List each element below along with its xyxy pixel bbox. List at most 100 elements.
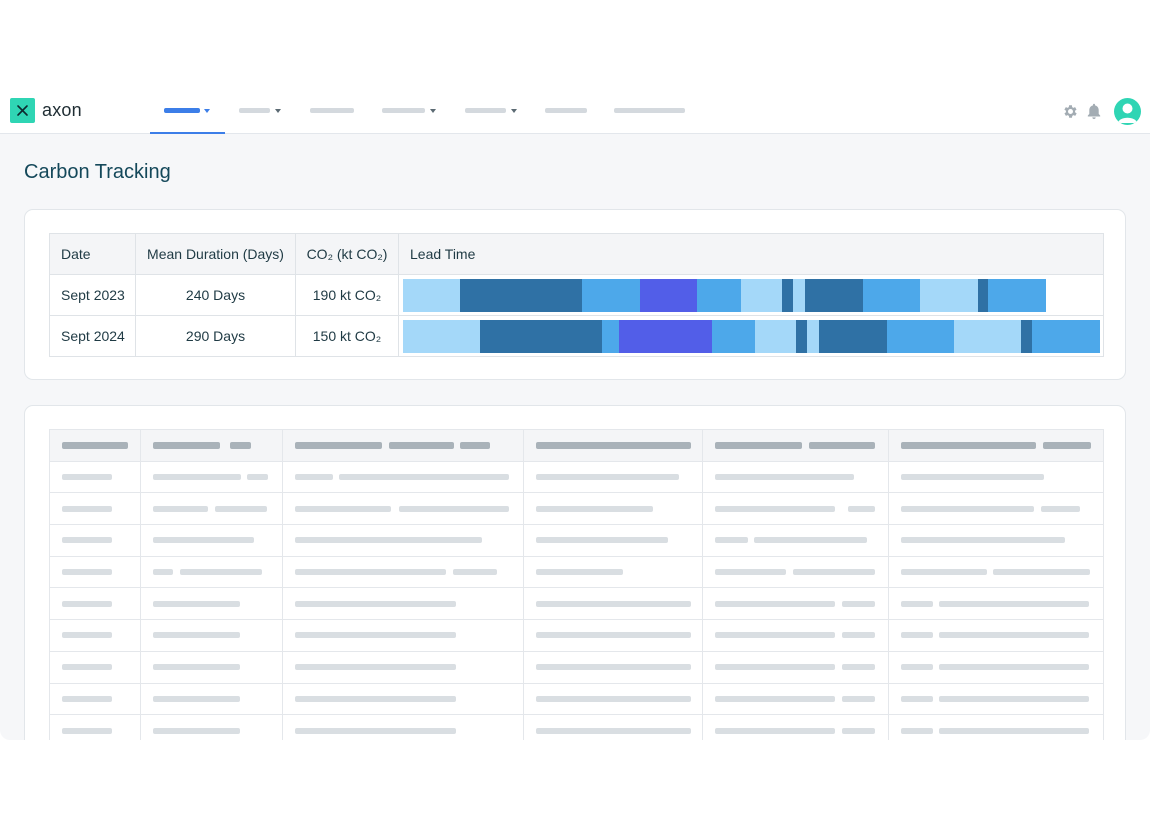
placeholder-cell <box>49 587 141 621</box>
table-row[interactable] <box>49 682 1104 716</box>
user-avatar-icon[interactable] <box>1114 98 1141 125</box>
placeholder-column-header[interactable] <box>888 429 1104 462</box>
cell-co2: 150 kt CO₂ <box>295 315 399 357</box>
chevron-down-icon <box>430 109 436 113</box>
table-row[interactable] <box>49 587 1104 621</box>
table-row[interactable] <box>49 460 1104 494</box>
placeholder-bar <box>62 695 112 702</box>
placeholder-cell <box>523 460 703 494</box>
column-header-date[interactable]: Date <box>49 233 136 275</box>
table-row[interactable]: Sept 2024 290 Days 150 kt CO₂ <box>49 315 1104 357</box>
placeholder-bar <box>389 441 454 449</box>
placeholder-bar <box>939 727 1089 734</box>
table-row[interactable] <box>49 524 1104 557</box>
placeholder-column-header[interactable] <box>523 429 703 462</box>
placeholder-bar <box>62 505 112 512</box>
placeholder-bar <box>901 474 1044 481</box>
placeholder-cell <box>523 682 703 716</box>
placeholder-bar <box>62 441 128 449</box>
chevron-down-icon <box>275 109 281 113</box>
cell-lead-time <box>398 274 1104 316</box>
placeholder-cell <box>282 492 524 526</box>
logo-x-icon[interactable] <box>10 98 35 123</box>
placeholder-bar <box>1041 505 1080 512</box>
placeholder-table-card <box>24 405 1126 740</box>
nav-item-5[interactable] <box>465 90 521 134</box>
table-row[interactable] <box>49 714 1104 740</box>
nav-item-6[interactable] <box>545 90 587 134</box>
placeholder-cell <box>702 492 889 526</box>
placeholder-bar <box>536 632 691 639</box>
placeholder-column-header[interactable] <box>282 429 524 462</box>
placeholder-bar <box>153 505 208 512</box>
nav-label-placeholder <box>164 108 200 113</box>
placeholder-bar <box>295 664 456 671</box>
placeholder-cell <box>49 714 141 740</box>
placeholder-bar <box>62 537 112 544</box>
placeholder-cell <box>888 555 1104 589</box>
placeholder-bar <box>153 632 240 639</box>
placeholder-cell <box>523 650 703 684</box>
placeholder-cell <box>702 650 889 684</box>
placeholder-bar <box>793 569 875 576</box>
placeholder-bar <box>901 632 933 639</box>
placeholder-bar <box>153 474 241 481</box>
placeholder-bar <box>842 727 875 734</box>
placeholder-bar <box>901 569 987 576</box>
placeholder-bar <box>939 695 1089 702</box>
table-row[interactable] <box>49 492 1104 526</box>
placeholder-cell <box>49 524 141 557</box>
lead-time-segment <box>403 279 460 312</box>
placeholder-bar <box>715 474 854 481</box>
placeholder-bar <box>153 664 240 671</box>
gear-icon[interactable] <box>1062 103 1079 125</box>
placeholder-bar <box>901 505 1034 512</box>
nav-item-2[interactable] <box>239 90 289 134</box>
column-header-co2[interactable]: CO₂ (kt CO₂) <box>295 233 399 275</box>
lead-time-segment <box>619 320 712 353</box>
placeholder-column-header[interactable] <box>49 429 141 462</box>
placeholder-cell <box>282 714 524 740</box>
lead-time-segment <box>697 279 741 312</box>
placeholder-bar <box>939 664 1089 671</box>
table-row[interactable] <box>49 555 1104 589</box>
placeholder-cell <box>282 650 524 684</box>
lead-time-segment <box>793 279 805 312</box>
placeholder-column-header[interactable] <box>702 429 889 462</box>
placeholder-bar <box>715 569 786 576</box>
placeholder-bar <box>901 664 933 671</box>
placeholder-bar <box>842 664 875 671</box>
placeholder-bar <box>62 569 112 576</box>
nav-label-placeholder <box>239 108 270 113</box>
placeholder-bar <box>842 632 875 639</box>
placeholder-bar <box>153 695 240 702</box>
placeholder-column-header[interactable] <box>140 429 283 462</box>
placeholder-bar <box>715 727 835 734</box>
lead-time-segment <box>819 320 887 353</box>
nav-item-7[interactable] <box>614 90 685 134</box>
column-header-mean-duration[interactable]: Mean Duration (Days) <box>135 233 296 275</box>
bell-icon[interactable] <box>1087 103 1101 125</box>
app-window: axon <box>0 90 1150 740</box>
nav-item-4[interactable] <box>382 90 438 134</box>
placeholder-bar <box>295 569 446 576</box>
chevron-down-icon <box>511 109 517 113</box>
nav-active-indicator <box>150 132 225 134</box>
placeholder-bar <box>62 600 112 607</box>
lead-time-segment <box>712 320 755 353</box>
placeholder-bar <box>215 505 267 512</box>
placeholder-cell <box>49 650 141 684</box>
placeholder-bar <box>901 695 933 702</box>
placeholder-cell <box>140 714 283 740</box>
placeholder-bar <box>536 505 653 512</box>
nav-item-active[interactable] <box>150 90 225 134</box>
nav-label-placeholder <box>382 108 425 113</box>
table-row[interactable] <box>49 650 1104 684</box>
table-row[interactable]: Sept 2023 240 Days 190 kt CO₂ <box>49 274 1104 316</box>
table-row[interactable] <box>49 619 1104 652</box>
placeholder-bar <box>809 441 875 449</box>
placeholder-bar <box>901 537 1065 544</box>
nav-item-3[interactable] <box>310 90 354 134</box>
placeholder-bar <box>715 695 835 702</box>
column-header-lead-time[interactable]: Lead Time <box>398 233 1104 275</box>
